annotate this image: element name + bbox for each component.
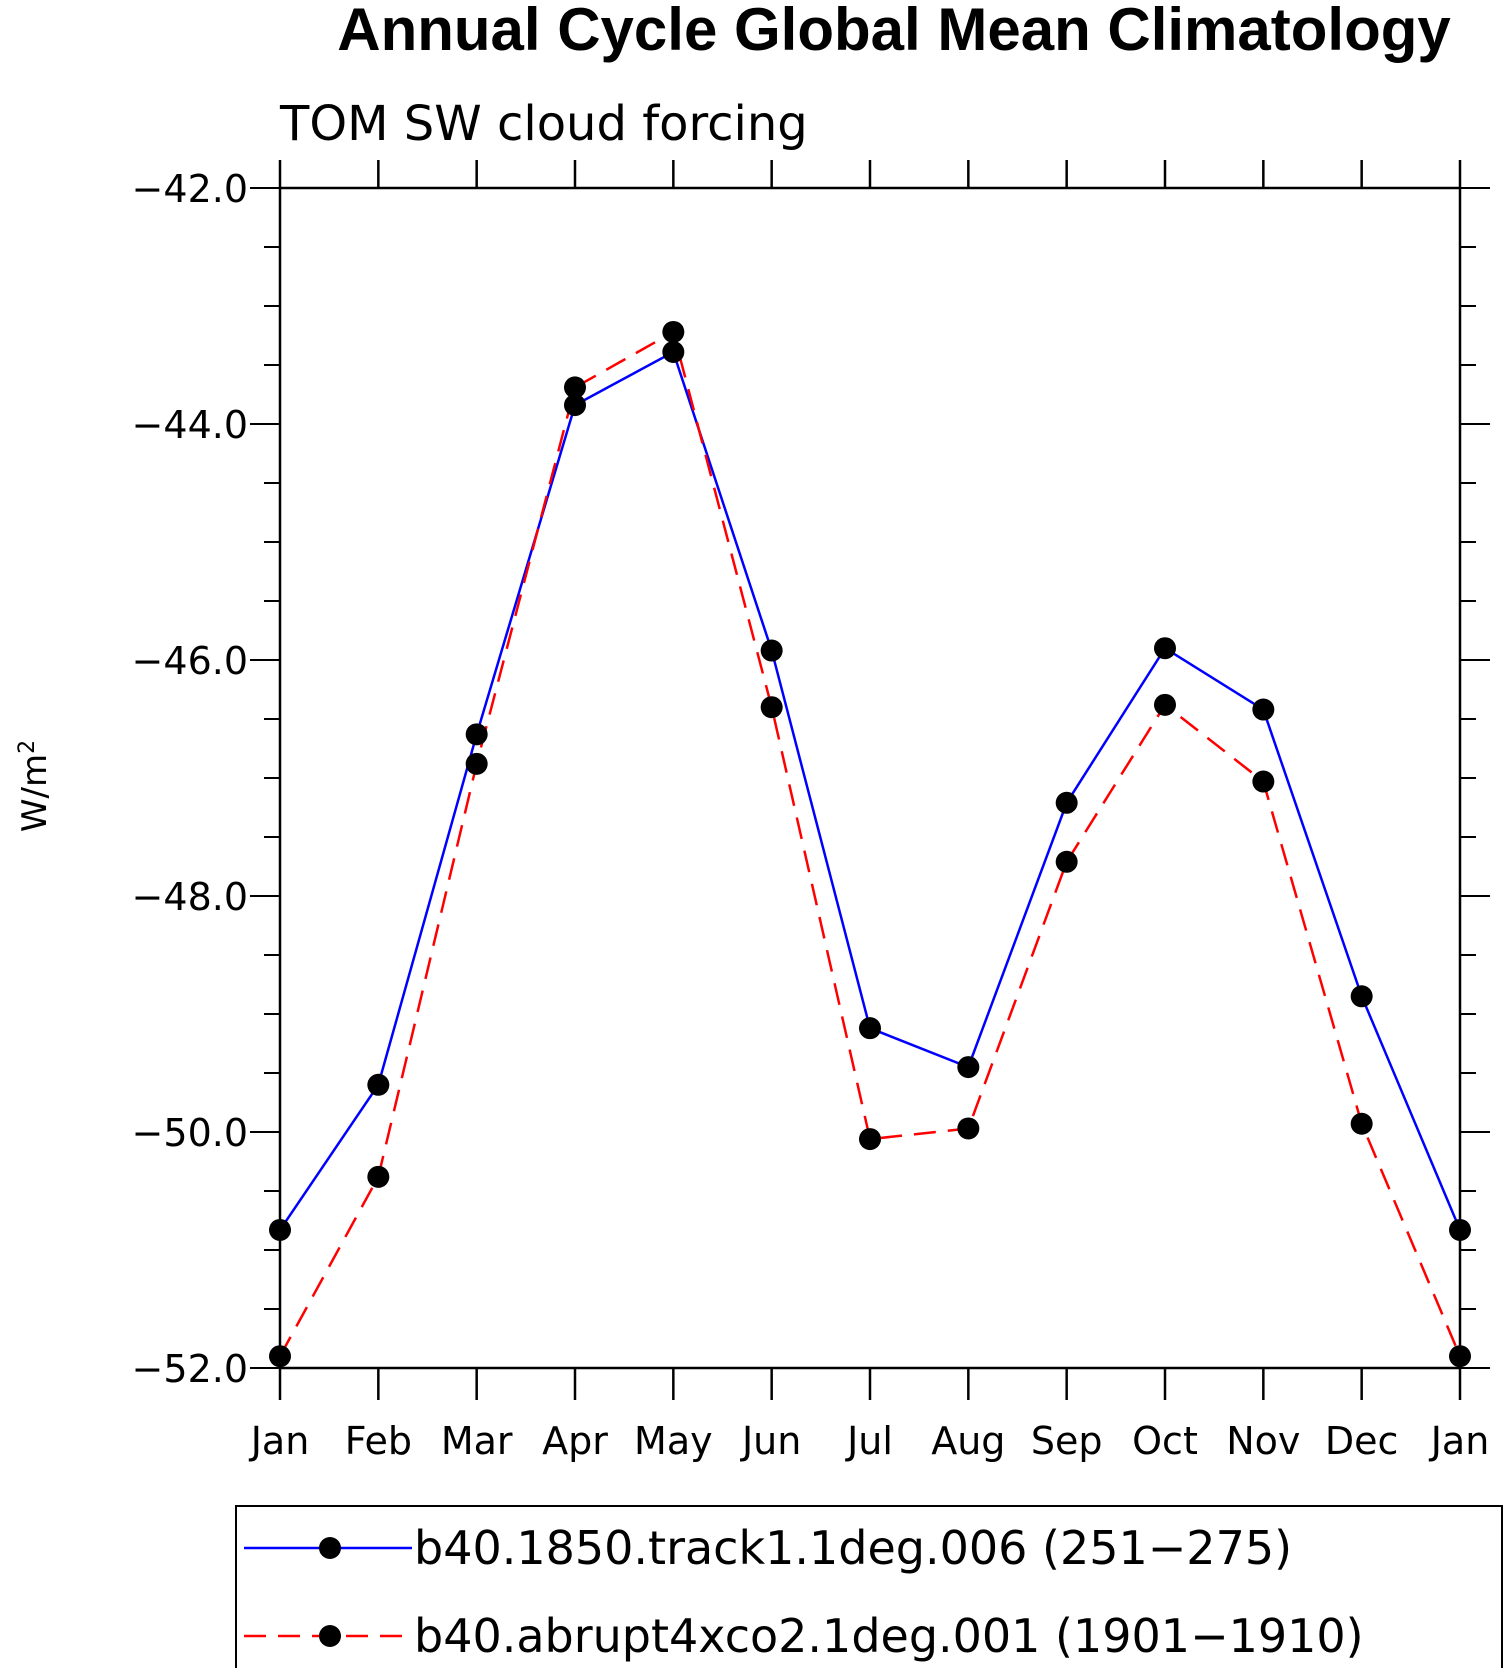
data-point-series-1 (1154, 637, 1176, 660)
data-point-series-2 (662, 320, 685, 343)
legend-label-series-1: b40.1850.track1.1deg.006 (251−275) (414, 1521, 1292, 1575)
data-point-series-2 (465, 752, 488, 775)
y-tick-label: −52.0 (132, 1347, 248, 1391)
x-tick-label: Nov (1226, 1419, 1300, 1463)
x-tick-label: Jul (845, 1419, 893, 1463)
legend: b40.1850.track1.1deg.006 (251−275) b40.a… (235, 1505, 1503, 1668)
data-point-series-2 (1449, 1345, 1471, 1368)
y-tick-label: −46.0 (132, 639, 248, 683)
data-point-series-1 (859, 1017, 881, 1040)
y-tick-labels: −42.0 −44.0 −46.0 −48.0 −50.0 −52.0 (132, 167, 248, 1391)
x-tick-label: Sep (1031, 1419, 1103, 1463)
data-point-series-1 (564, 394, 586, 417)
x-tick-label: Jan (249, 1419, 310, 1463)
data-point-series-2 (859, 1128, 881, 1151)
x-tick-labels: Jan Feb Mar Apr May Jun Jul Aug Sep Oct Nov Dec Jan (249, 1419, 1490, 1463)
series-lines (278, 330, 1462, 1357)
data-point-series-1 (1252, 698, 1275, 721)
x-tick-label: Dec (1325, 1419, 1399, 1463)
legend-label-series-2: b40.abrupt4xco2.1deg.001 (1901−1910) (414, 1609, 1364, 1663)
data-point-series-1 (957, 1056, 980, 1079)
y-axis-label: W/m2 (15, 740, 55, 832)
y-tick-label: −42.0 (132, 167, 248, 211)
data-point-series-1 (1449, 1218, 1471, 1241)
x-tick-label: Jun (740, 1419, 801, 1463)
data-point-series-2 (564, 376, 586, 399)
data-point-series-2 (1154, 693, 1176, 716)
series-points (269, 320, 1471, 1368)
x-tick-label: Feb (345, 1419, 412, 1463)
data-point-series-2 (1350, 1112, 1373, 1135)
y-tick-label: −44.0 (132, 403, 248, 447)
data-point-series-1 (269, 1218, 291, 1241)
legend-marker-series-1 (319, 1537, 341, 1559)
series-line-1 (278, 350, 1462, 1231)
y-tick-label: −50.0 (132, 1111, 248, 1155)
axis-ticks (250, 160, 1490, 1400)
data-point-series-1 (662, 341, 685, 364)
data-point-series-2 (367, 1165, 390, 1188)
data-point-series-2 (269, 1345, 291, 1368)
data-point-series-2 (1252, 770, 1275, 793)
x-tick-label: May (634, 1419, 713, 1463)
x-tick-label: Oct (1132, 1419, 1198, 1463)
data-point-series-1 (1055, 791, 1078, 814)
y-axis-label-superscript: 2 (15, 740, 40, 754)
x-tick-label: Aug (931, 1419, 1005, 1463)
x-tick-label: Mar (441, 1419, 513, 1463)
legend-marker-series-2 (319, 1625, 341, 1647)
plot-frame (278, 186, 1462, 1370)
data-point-series-2 (957, 1117, 980, 1140)
data-point-series-1 (465, 723, 488, 746)
chart-subtitle: TOM SW cloud forcing (279, 96, 808, 152)
data-point-series-1 (1350, 985, 1373, 1008)
y-axis-label-unit: W/m (15, 754, 55, 832)
data-point-series-1 (760, 639, 783, 662)
x-tick-label: Apr (542, 1419, 608, 1463)
x-tick-label: Jan (1429, 1419, 1490, 1463)
y-tick-label: −48.0 (132, 875, 248, 919)
data-point-series-2 (760, 696, 783, 719)
data-point-series-1 (367, 1073, 390, 1096)
chart-title: Annual Cycle Global Mean Climatology (337, 0, 1451, 63)
series-line-2 (278, 330, 1462, 1357)
legend-box (235, 1505, 1503, 1668)
data-point-series-2 (1055, 850, 1078, 873)
